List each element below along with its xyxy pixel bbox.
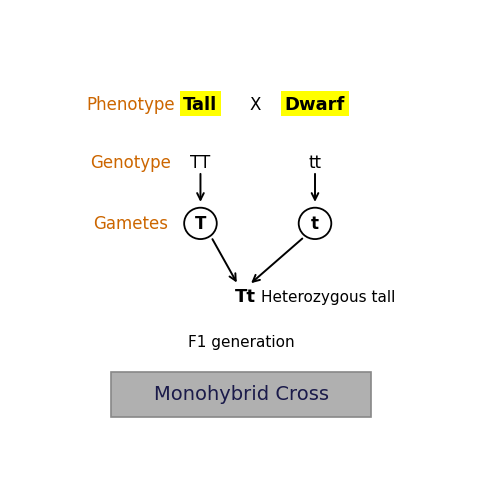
Text: Tt: Tt bbox=[234, 287, 256, 305]
Text: Heterozygous tall: Heterozygous tall bbox=[262, 289, 396, 304]
Text: Genotype: Genotype bbox=[90, 153, 171, 171]
Text: Phenotype: Phenotype bbox=[86, 96, 175, 114]
Text: t: t bbox=[311, 215, 319, 233]
Text: Monohybrid Cross: Monohybrid Cross bbox=[154, 384, 329, 403]
Text: X: X bbox=[249, 96, 261, 114]
Circle shape bbox=[299, 208, 331, 240]
Text: Tall: Tall bbox=[183, 96, 217, 114]
FancyBboxPatch shape bbox=[111, 372, 371, 417]
Text: TT: TT bbox=[190, 153, 210, 171]
Text: Dwarf: Dwarf bbox=[285, 96, 345, 114]
Text: tt: tt bbox=[309, 153, 322, 171]
Circle shape bbox=[184, 208, 217, 240]
Text: T: T bbox=[195, 215, 206, 233]
Text: F1 generation: F1 generation bbox=[188, 334, 295, 349]
Text: Gametes: Gametes bbox=[93, 215, 168, 233]
